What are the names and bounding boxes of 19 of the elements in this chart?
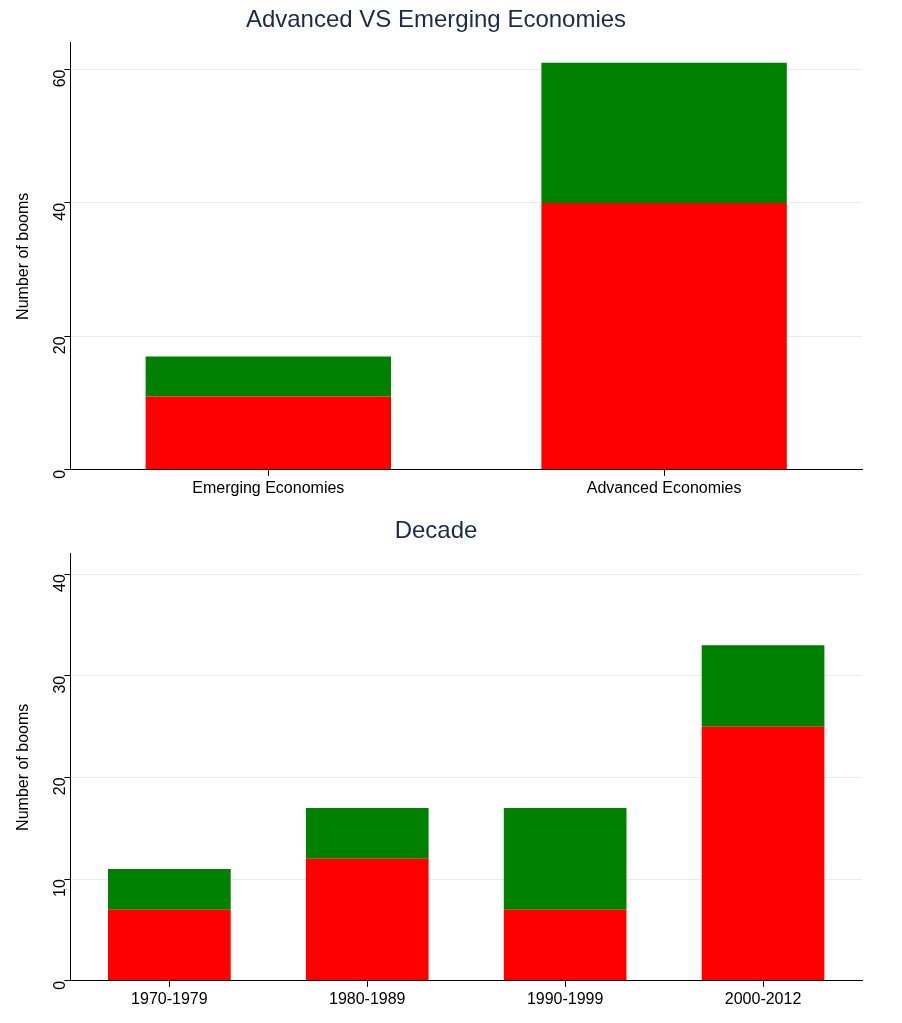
- x-tick-label: 1970-1979: [131, 989, 208, 1007]
- y-axis-title: Number of booms: [14, 703, 32, 831]
- y-tick-label: 0: [50, 980, 68, 990]
- x-tick-label: 1990-1999: [526, 989, 604, 1007]
- y-tick-label: 60: [50, 69, 68, 88]
- x-tick-label: 1980-1989: [328, 989, 406, 1007]
- y-tick-label: 20: [50, 336, 68, 355]
- x-tick-label: Emerging Economies: [192, 478, 345, 496]
- chart-title: Advanced VS Emerging Economies: [245, 5, 627, 33]
- y-axis-title: Number of booms: [14, 192, 32, 320]
- x-tick-label: Advanced Economies: [586, 478, 742, 496]
- y-tick-label: 0: [50, 469, 68, 479]
- x-tick-label: 2000-2012: [724, 989, 802, 1007]
- y-tick-label: 30: [50, 675, 68, 694]
- y-tick-label: 40: [50, 202, 68, 221]
- y-tick-label: 10: [50, 879, 68, 897]
- chart-title: Decade: [394, 516, 478, 544]
- y-tick-label: 20: [50, 777, 68, 796]
- y-tick-label: 40: [50, 574, 68, 592]
